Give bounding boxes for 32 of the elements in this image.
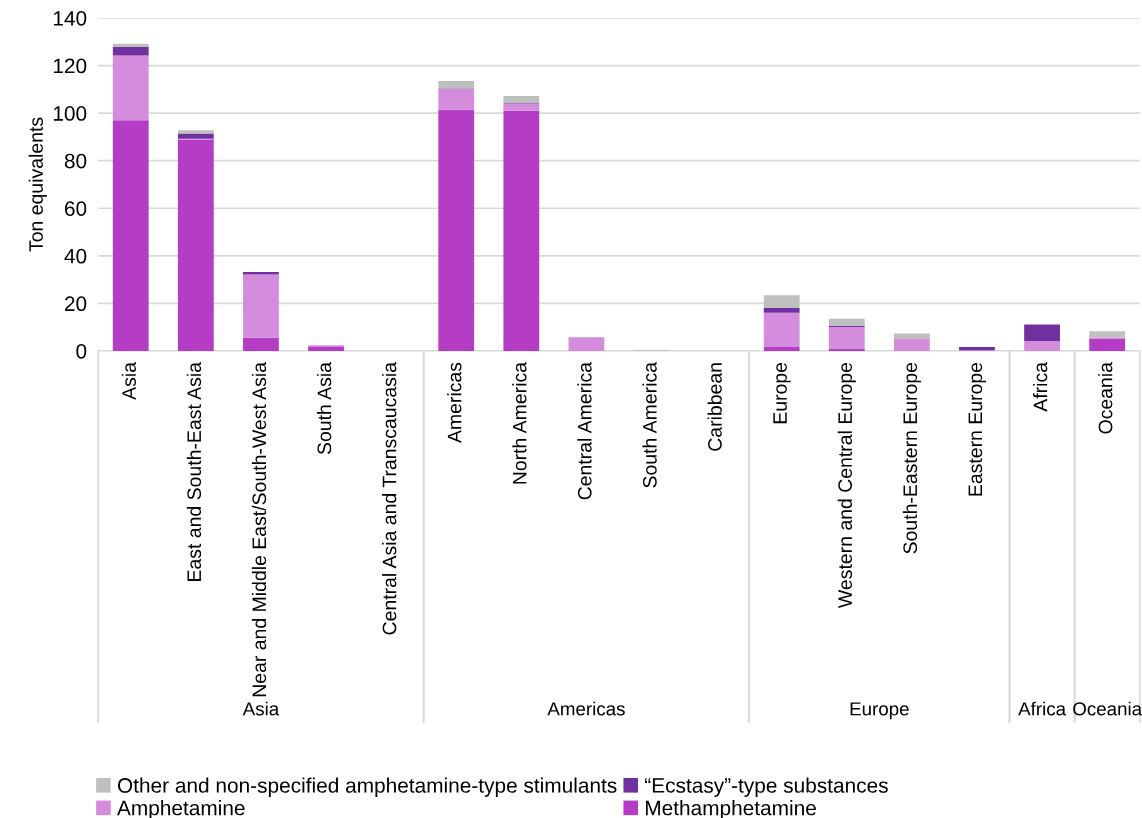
text: Asia [242, 701, 280, 716]
y-tick-label: 60 [64, 201, 87, 216]
y-tick-label: 100 [53, 106, 87, 121]
x-tick-label: Asia [121, 362, 136, 400]
x-tick-label: Eastern Europe [968, 362, 987, 496]
x-tick-label: Oceania [1098, 362, 1113, 434]
x-tick-label: Africa [1033, 362, 1048, 412]
text: Oceania [1073, 701, 1142, 716]
x-tick-label: Western and Central Europe [837, 362, 856, 609]
x-tick-label: Europe [773, 362, 791, 424]
x-tick-label: Caribbean [707, 363, 722, 451]
y-tick-label: 40 [64, 248, 87, 264]
legend-label: Other and non-specified amphetamine-type stimulants [117, 777, 617, 797]
text: Europe [850, 702, 909, 720]
text: Americas [547, 701, 625, 716]
legend-label: “Ecstasy”-type substances [645, 777, 888, 797]
x-tick-label: Central Asia and Transcaucasia [382, 362, 397, 635]
x-tick-label: South Asia [316, 362, 332, 455]
text: Africa [1018, 701, 1067, 716]
x-tick-label: Near and Middle East/South-West Asia [251, 362, 267, 697]
x-tick-label: North America [512, 362, 527, 484]
x-tick-label: East and South-East Asia [186, 362, 202, 581]
y-tick-label: 80 [64, 153, 87, 169]
y-tick-label: 0 [76, 343, 87, 359]
x-tick-label: Americas [447, 362, 462, 444]
x-tick-label: Central America [577, 362, 592, 500]
y-axis-title: Ton equivalents [28, 117, 47, 252]
y-tick-label: 120 [53, 58, 87, 74]
y-tick-label: 20 [64, 296, 87, 312]
x-tick-label: South-Eastern Europe [902, 362, 921, 554]
y-tick-label: 140 [53, 11, 87, 26]
x-tick-label: South America [642, 362, 657, 488]
